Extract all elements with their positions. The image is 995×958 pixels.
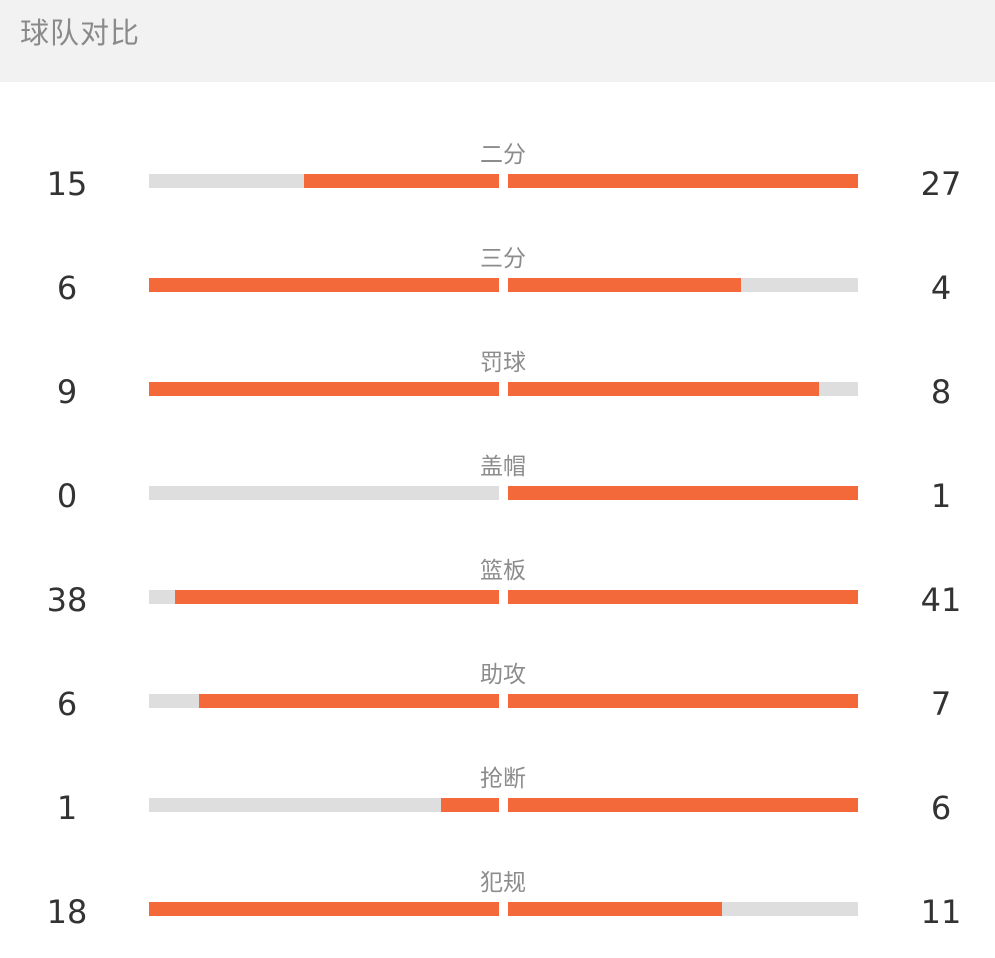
team-a-value: 15 bbox=[46, 165, 88, 203]
team-b-bar-fill bbox=[508, 694, 858, 708]
team-b-value: 1 bbox=[930, 477, 952, 515]
stat-row: 二分 15 27 bbox=[0, 140, 995, 230]
stat-label: 罚球 bbox=[480, 350, 526, 376]
team-a-bar-fill bbox=[149, 278, 499, 292]
stat-row: 盖帽 0 1 bbox=[0, 452, 995, 542]
stat-label: 二分 bbox=[480, 142, 526, 168]
team-a-bar-fill bbox=[149, 902, 499, 916]
team-b-value: 7 bbox=[930, 685, 952, 723]
team-a-bar-fill bbox=[304, 174, 499, 188]
team-b-bar-track bbox=[508, 486, 858, 500]
team-a-value: 0 bbox=[56, 477, 78, 515]
team-b-bar-fill bbox=[508, 382, 820, 396]
stat-row: 抢断 1 6 bbox=[0, 764, 995, 854]
stat-label: 助攻 bbox=[480, 662, 526, 688]
stat-label: 三分 bbox=[480, 246, 526, 272]
team-a-bar-track bbox=[149, 590, 499, 604]
team-b-value: 27 bbox=[920, 165, 962, 203]
team-a-bar-fill bbox=[174, 590, 499, 604]
team-b-bar-track bbox=[508, 798, 858, 812]
team-b-bar-fill bbox=[508, 590, 858, 604]
stat-row: 篮板 38 41 bbox=[0, 556, 995, 646]
team-a-value: 6 bbox=[56, 685, 78, 723]
header-bar: 球队对比 bbox=[0, 0, 995, 82]
page-title: 球队对比 bbox=[20, 16, 141, 50]
stat-row: 三分 6 4 bbox=[0, 244, 995, 334]
team-b-value: 41 bbox=[920, 581, 962, 619]
team-a-bar-track bbox=[149, 798, 499, 812]
team-b-bar-track bbox=[508, 382, 858, 396]
stat-label: 抢断 bbox=[480, 766, 526, 792]
stat-label: 篮板 bbox=[480, 558, 526, 584]
team-a-bar-track bbox=[149, 382, 499, 396]
team-b-bar-fill bbox=[508, 278, 742, 292]
team-b-value: 6 bbox=[930, 789, 952, 827]
team-a-bar-track bbox=[149, 174, 499, 188]
team-a-bar-track bbox=[149, 694, 499, 708]
stat-label: 犯规 bbox=[480, 870, 526, 896]
team-b-bar-track bbox=[508, 902, 858, 916]
team-b-bar-fill bbox=[508, 902, 722, 916]
team-b-value: 4 bbox=[930, 269, 952, 307]
team-b-bar-track bbox=[508, 278, 858, 292]
team-b-bar-track bbox=[508, 590, 858, 604]
team-a-bar-fill bbox=[149, 382, 499, 396]
team-a-bar-track bbox=[149, 486, 499, 500]
team-b-value: 8 bbox=[930, 373, 952, 411]
team-b-bar-fill bbox=[508, 486, 858, 500]
stat-row: 罚球 9 8 bbox=[0, 348, 995, 438]
stat-row: 犯规 18 11 bbox=[0, 868, 995, 958]
team-a-value: 18 bbox=[46, 893, 88, 931]
team-a-value: 38 bbox=[46, 581, 88, 619]
stat-label: 盖帽 bbox=[480, 454, 526, 480]
team-a-value: 9 bbox=[56, 373, 78, 411]
team-b-bar-fill bbox=[508, 798, 858, 812]
team-b-bar-fill bbox=[508, 174, 858, 188]
team-a-bar-fill bbox=[199, 694, 499, 708]
team-a-bar-track bbox=[149, 278, 499, 292]
team-a-bar-track bbox=[149, 902, 499, 916]
team-b-bar-track bbox=[508, 174, 858, 188]
team-a-value: 6 bbox=[56, 269, 78, 307]
team-a-value: 1 bbox=[56, 789, 78, 827]
team-a-bar-fill bbox=[440, 798, 499, 812]
stat-row: 助攻 6 7 bbox=[0, 660, 995, 750]
team-b-bar-track bbox=[508, 694, 858, 708]
team-b-value: 11 bbox=[920, 893, 962, 931]
